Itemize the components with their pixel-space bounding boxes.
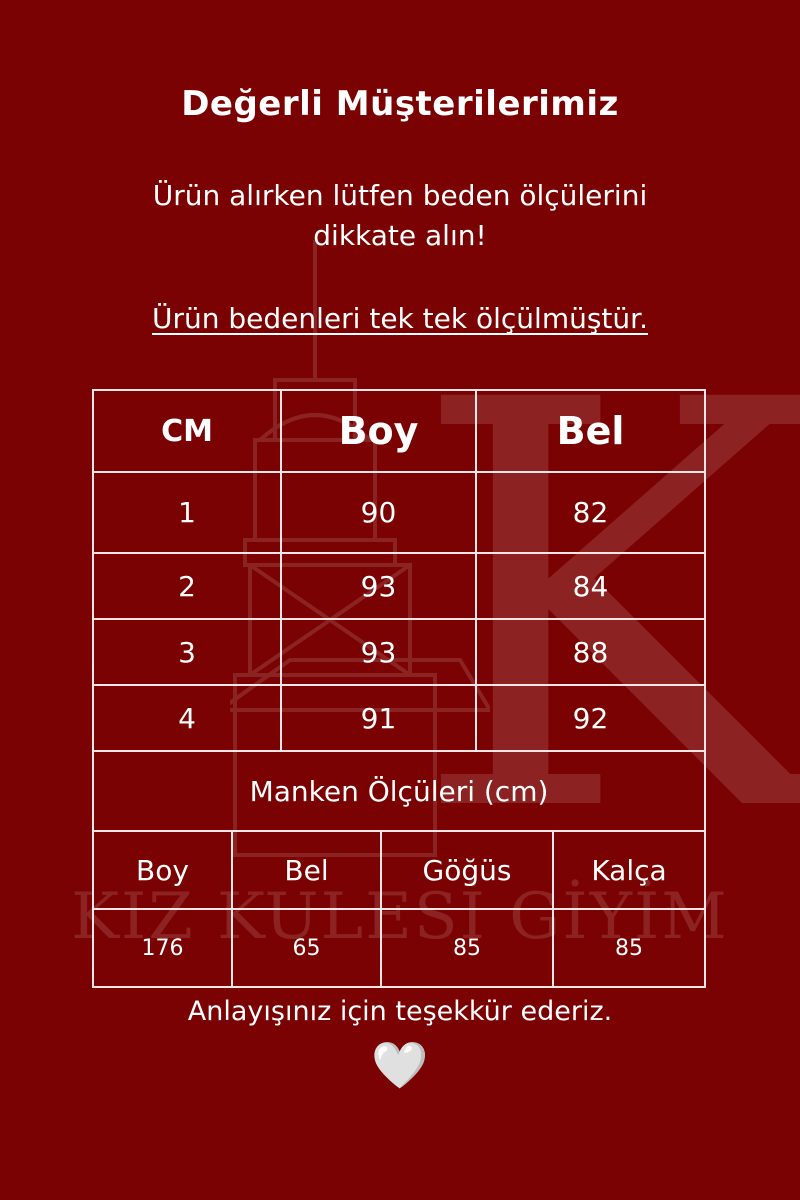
thanks-text: Anlayışınız için teşekkür ederiz. xyxy=(187,996,613,1027)
note-underlined: Ürün bedenleri tek tek ölçülmüştür. xyxy=(152,302,648,335)
model-value-gogus: 85 xyxy=(380,908,554,988)
model-header-boy: Boy xyxy=(92,830,233,910)
row-3-boy: 93 xyxy=(280,618,477,686)
model-header-gogus: Göğüs xyxy=(380,830,554,910)
tower-watermark-icon xyxy=(230,240,490,857)
row-4-boy: 91 xyxy=(280,684,477,752)
model-header-kalca: Kalça xyxy=(552,830,706,910)
header-boy: Boy xyxy=(280,389,477,473)
model-value-kalca: 85 xyxy=(552,908,706,988)
watermark-brand-text: KIZ KULESİ GİYİM xyxy=(71,880,729,954)
row-2-size: 2 xyxy=(92,552,282,620)
model-value-bel: 65 xyxy=(231,908,382,988)
row-4-size: 4 xyxy=(92,684,282,752)
heart-icon: 🤍 xyxy=(371,1038,429,1092)
header-cm: CM xyxy=(92,389,282,473)
model-header-bel: Bel xyxy=(231,830,382,910)
row-3-size: 3 xyxy=(92,618,282,686)
row-4-bel: 92 xyxy=(475,684,706,752)
row-3-bel: 88 xyxy=(475,618,706,686)
row-1-size: 1 xyxy=(92,471,282,554)
model-title: Manken Ölçüleri (cm) xyxy=(92,750,706,832)
header-bel: Bel xyxy=(475,389,706,473)
row-1-boy: 90 xyxy=(280,471,477,554)
subtitle: Ürün alırken lütfen beden ölçülerini dik… xyxy=(152,179,648,252)
page-title: Değerli Müşterilerimiz xyxy=(181,84,619,124)
row-2-boy: 93 xyxy=(280,552,477,620)
model-value-boy: 176 xyxy=(92,908,233,988)
row-1-bel: 82 xyxy=(475,471,706,554)
row-2-bel: 84 xyxy=(475,552,706,620)
